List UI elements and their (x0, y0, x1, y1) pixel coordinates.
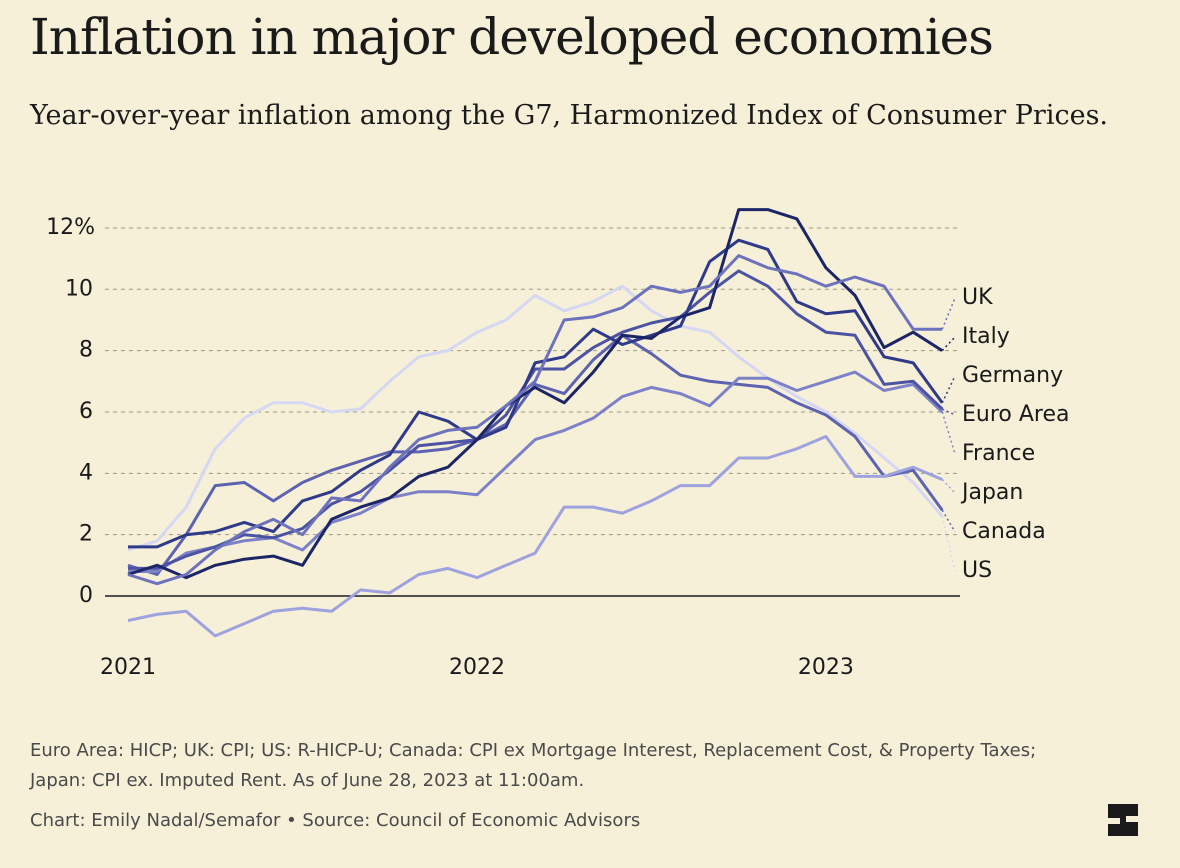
leader-line (941, 408, 956, 416)
legend-label: Canada (962, 519, 1046, 544)
leader-line (941, 516, 956, 572)
leader-line (941, 411, 956, 455)
legend-label: Italy (962, 324, 1010, 349)
x-tick-label: 2023 (798, 655, 854, 680)
leader-line (941, 297, 956, 330)
series-line (127, 435, 943, 638)
leader-line (941, 478, 956, 494)
y-tick-label: 8 (79, 338, 93, 363)
y-tick-label: 6 (79, 399, 93, 424)
credit: Chart: Emily Nadal/Semafor • Source: Cou… (30, 810, 641, 831)
legend-label: US (962, 558, 992, 583)
series-line (127, 254, 943, 586)
chart: 0 2 4 6 8 10 12% 2021 2022 2023 UK Italy Germany Euro… (46, 208, 1070, 680)
x-tick-label: 2021 (100, 655, 156, 680)
legend-label: France (962, 441, 1035, 466)
series-line (128, 370, 944, 573)
series-line (128, 269, 944, 570)
logo-mark (1108, 804, 1138, 836)
chart-subtitle: Year-over-year inflation among the G7, H… (30, 100, 1109, 131)
x-tick-label: 2022 (449, 655, 505, 680)
series-line (127, 333, 944, 576)
y-tick-label: 4 (79, 460, 93, 485)
leader-line (941, 375, 956, 404)
y-tick-label: 2 (79, 522, 93, 547)
legend-label: Japan (960, 480, 1023, 505)
note: Euro Area: HICP; UK: CPI; US: R-HICP-U; … (30, 740, 1037, 791)
leader-line (941, 509, 956, 533)
series-line (128, 238, 944, 549)
legend-label: Germany (962, 363, 1063, 388)
legend-label: Euro Area (962, 402, 1070, 427)
chart-title: Inflation in major developed economies (30, 8, 994, 66)
y-tick-label: 12% (46, 215, 95, 240)
y-tick-label: 0 (79, 583, 93, 608)
series-line (127, 208, 944, 580)
series-line (127, 284, 944, 552)
legend-label: UK (962, 285, 993, 310)
leader-line (941, 336, 956, 352)
logo (1108, 804, 1138, 836)
y-tick-label: 10 (65, 276, 93, 301)
